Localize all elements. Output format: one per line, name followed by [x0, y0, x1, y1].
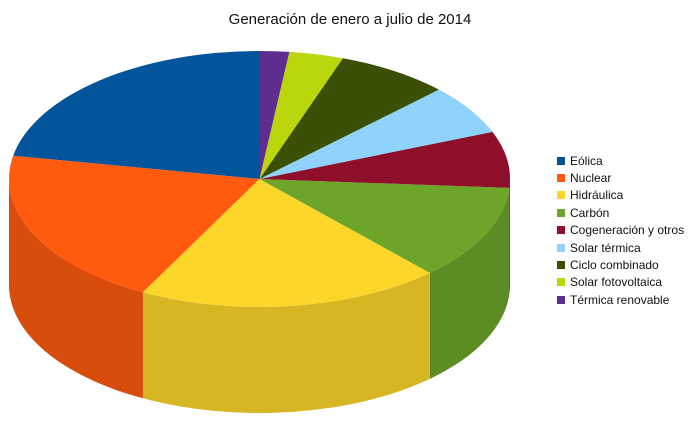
legend-item: Nuclear: [557, 169, 684, 186]
legend-swatch: [557, 295, 565, 304]
legend-swatch: [557, 261, 565, 270]
legend-item: Cogeneración y otros: [557, 222, 684, 239]
legend-swatch: [557, 278, 565, 287]
legend-item: Solar térmica: [557, 239, 684, 256]
chart-title: Generación de enero a julio de 2014: [228, 11, 472, 28]
legend-swatch: [557, 156, 565, 165]
pie-slice: [259, 58, 439, 179]
pie-slice: [259, 179, 510, 273]
legend-label: Solar térmica: [570, 240, 641, 255]
legend-swatch: [557, 174, 565, 183]
legend-item: Carbón: [557, 204, 684, 221]
pie-side-3: [429, 187, 510, 379]
legend-swatch: [557, 226, 565, 235]
legend-swatch: [557, 243, 565, 252]
legend-item: Hidráulica: [557, 187, 684, 204]
legend-swatch: [557, 191, 565, 200]
pie-slice: [259, 51, 290, 179]
legend-item: Ciclo combinado: [557, 256, 684, 273]
legend-label: Térmica renovable: [570, 292, 670, 307]
legend-item: Solar fotovoltaica: [557, 274, 684, 291]
legend: Eólica Nuclear Hidráulica Carbón Cogeneració…: [557, 152, 684, 309]
pie-side-1: [9, 179, 143, 399]
pie-slice: [259, 131, 510, 188]
legend-label: Cogeneración y otros: [570, 223, 685, 238]
pie-slice: [9, 155, 260, 293]
legend-label: Hidráulica: [570, 188, 624, 203]
legend-label: Nuclear: [570, 171, 612, 186]
legend-label: Carbón: [570, 205, 610, 220]
pie-slice: [259, 51, 343, 179]
legend-swatch: [557, 208, 565, 217]
legend-item: Térmica renovable: [557, 291, 684, 308]
pie-slice: [142, 179, 430, 308]
legend-item: Eólica: [557, 152, 684, 169]
pie-side-4: [509, 179, 510, 294]
pie-slice: [259, 89, 493, 179]
legend-label: Eólica: [570, 153, 603, 168]
legend-label: Solar fotovoltaica: [570, 275, 663, 290]
pie-side-2: [142, 272, 430, 414]
pie-slice: [13, 51, 260, 179]
legend-label: Ciclo combinado: [570, 258, 659, 273]
